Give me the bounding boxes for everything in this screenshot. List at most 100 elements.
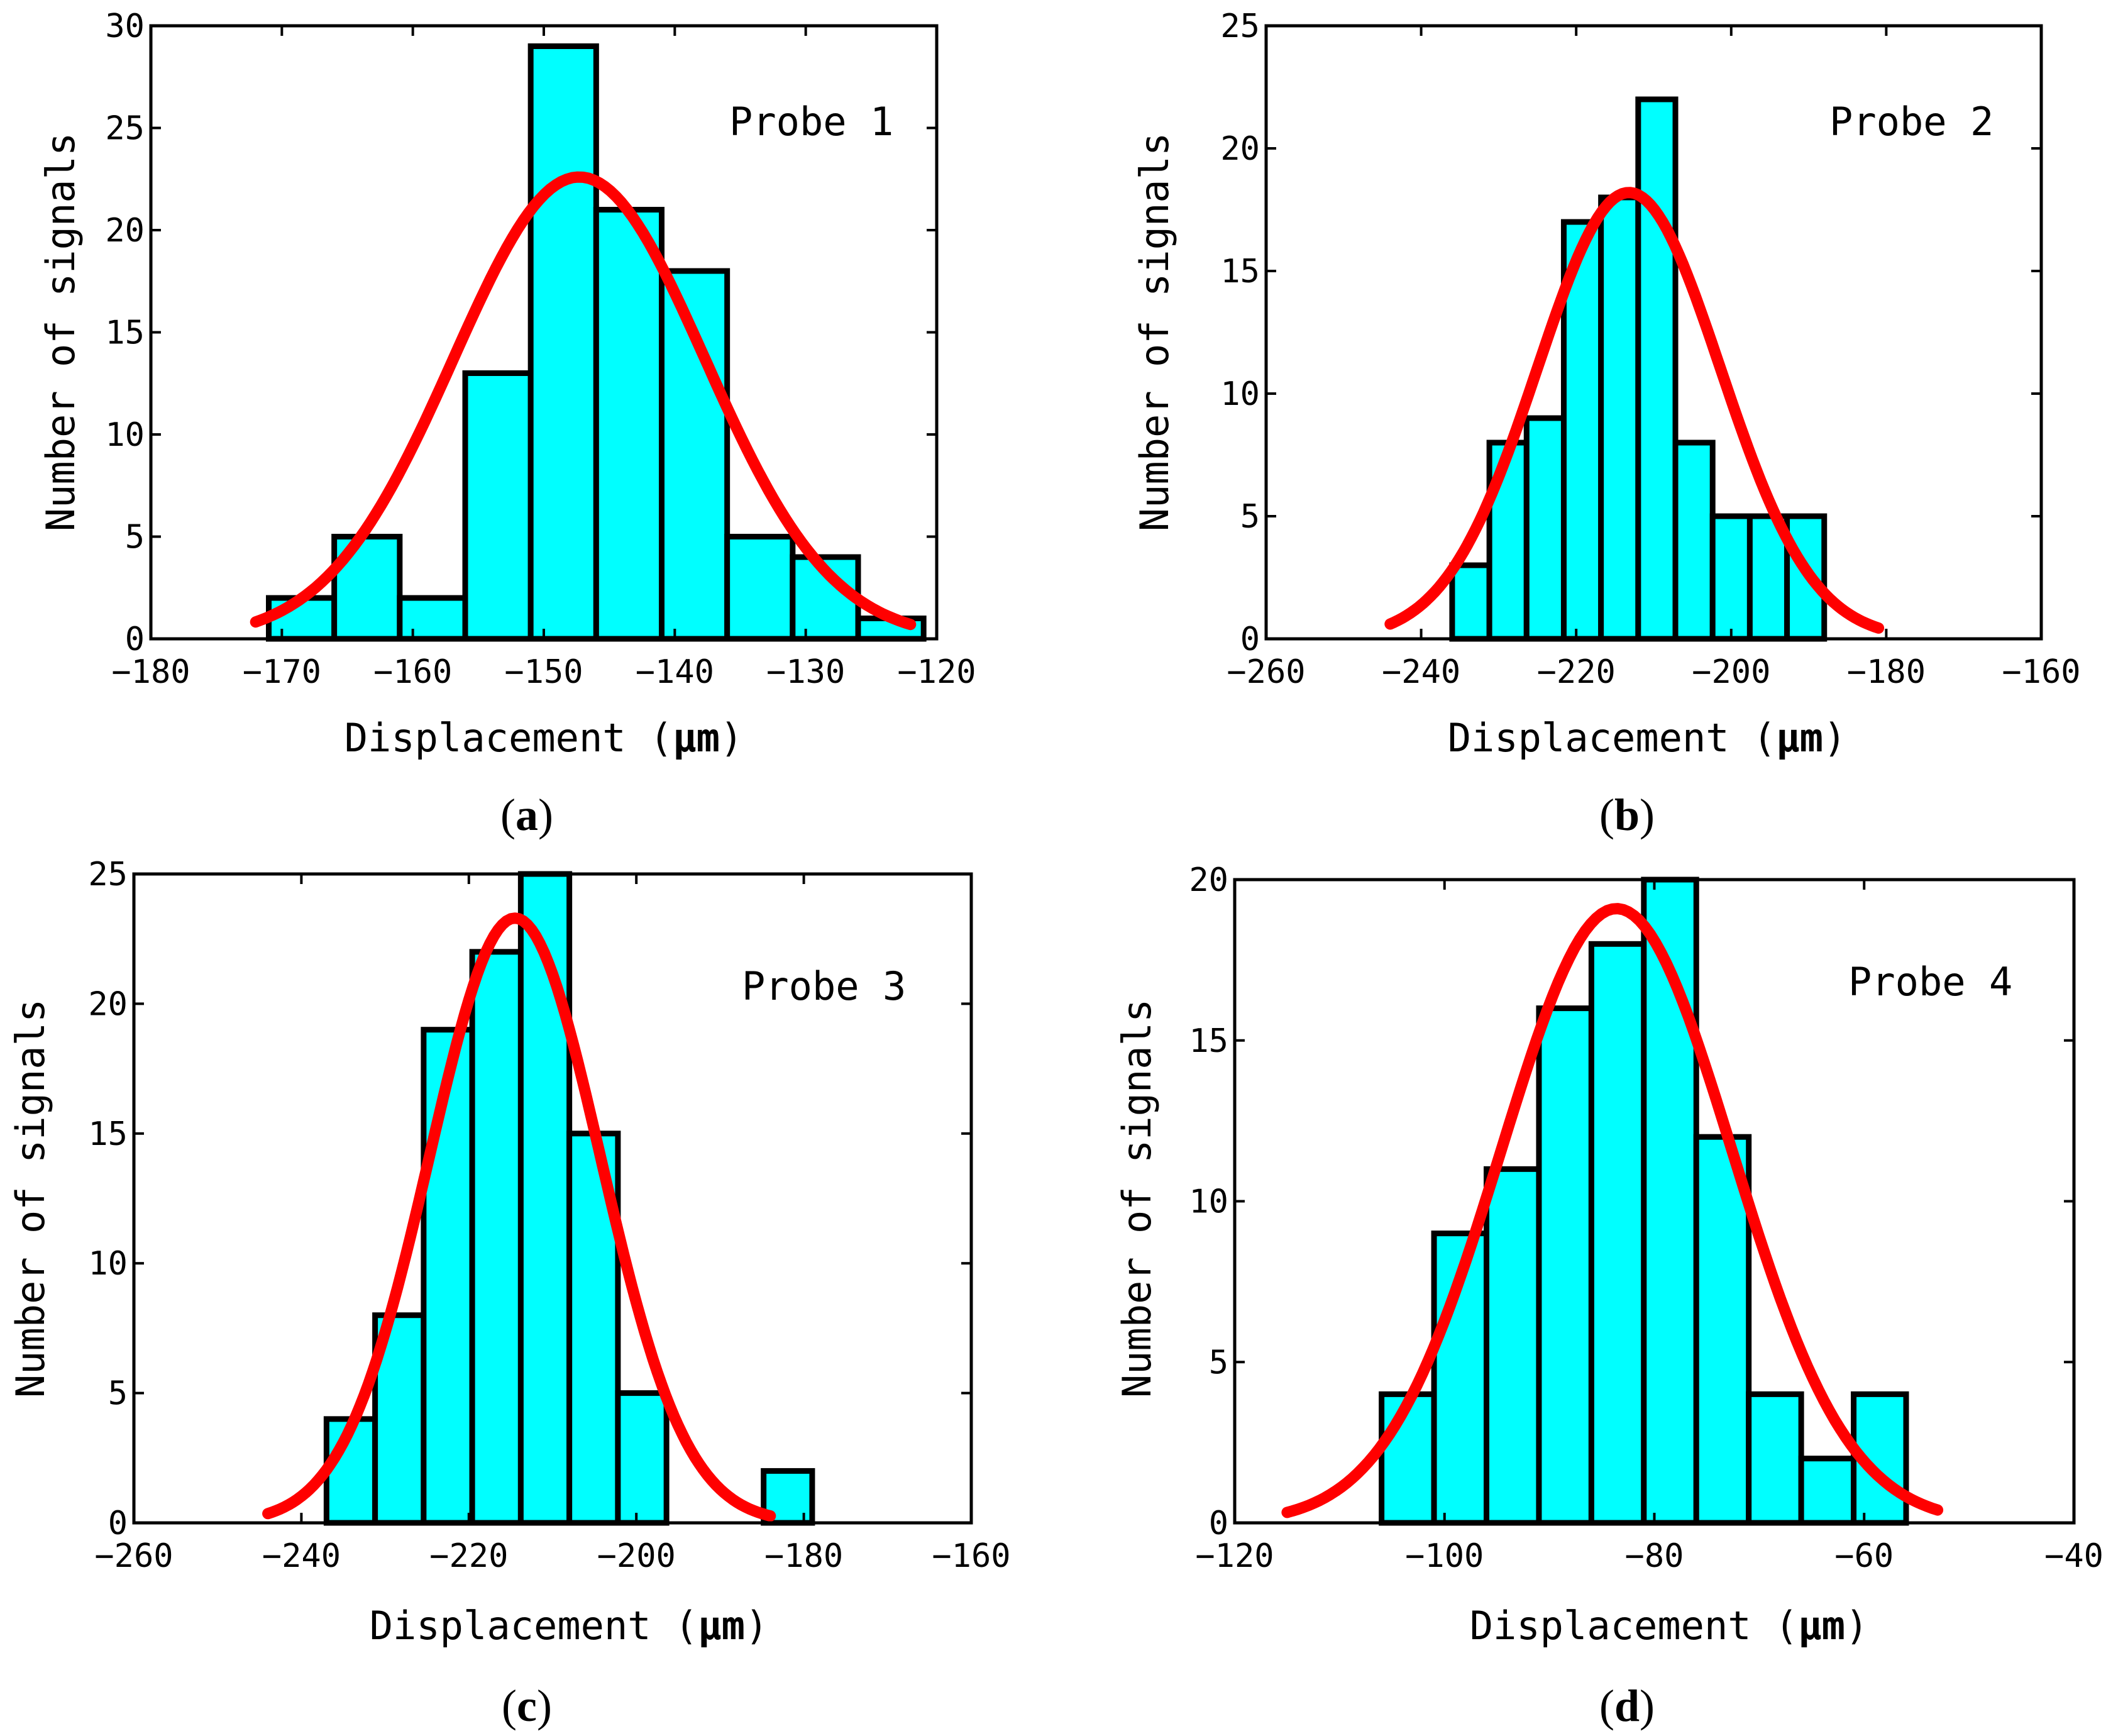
histogram-bar [1523,415,1567,642]
x-tick-label: −160 [373,653,452,691]
x-axis-label-text: Displacement [1448,715,1729,761]
histogram-bar [1588,941,1647,1526]
y-tick-label: 25 [88,856,128,893]
x-tick-label: −180 [111,653,190,691]
x-tick-label: −170 [243,653,321,691]
y-tick-label: 0 [1209,1505,1228,1542]
panel-c: −260 −240 −220 −200 −180 −160 0 5 10 15 20 25 Prob… [8,856,1011,1731]
plot-frame [149,24,939,641]
y-tick-label: 0 [108,1505,128,1542]
panel-label-letter: a [516,790,538,840]
panel-label-letter: c [517,1681,537,1731]
x-tick-label: −120 [897,653,976,691]
x-tick-label: −180 [764,1537,843,1575]
x-axis-label: Displacement (μm) [370,1603,769,1649]
y-tick-label: 15 [88,1115,128,1153]
y-tick-label: 10 [1189,1183,1228,1221]
histogram-bar [1536,1005,1594,1526]
y-tick-label: 15 [1220,253,1260,290]
histogram-bar [1672,440,1716,642]
plot-frame [1264,24,2043,641]
histogram-bar [517,871,573,1526]
y-tick-label: 5 [1209,1344,1228,1381]
y-tick-label: 0 [1240,621,1260,658]
y-axis-ticks: 0 5 10 15 20 25 30 [105,8,937,658]
panel-b: −260 −240 −220 −200 −180 −160 0 5 10 15 20 25 Prob… [1132,8,2081,840]
x-axis-unit: μm [698,1603,745,1649]
panel-label-letter: d [1614,1681,1640,1731]
histogram-bar [1449,562,1492,642]
x-tick-label: −150 [504,653,583,691]
x-tick-label: −80 [1625,1537,1684,1575]
x-axis-label-text: Displacement [370,1603,651,1649]
histogram-bar [1798,1456,1857,1526]
histogram-bar [1635,96,1679,642]
y-tick-label: 30 [105,8,145,45]
y-tick-label: 20 [105,212,145,250]
x-tick-label: −240 [1382,653,1460,691]
panel-label: (c) [502,1681,552,1731]
histogram-bar [615,1390,670,1526]
x-tick-label: −260 [94,1537,173,1575]
plot-frame [1233,878,2076,1525]
y-axis-label: Number of signals [8,999,53,1398]
x-tick-label: −220 [1537,653,1616,691]
y-tick-label: 10 [105,416,145,454]
bars [1379,876,1909,1526]
histogram-bar [1598,194,1641,642]
x-tick-label: −120 [1195,1537,1274,1575]
histogram-bar [527,43,599,642]
y-tick-label: 0 [125,621,145,658]
normal-fit-curve [262,912,776,1522]
x-tick-label: −160 [2002,653,2080,691]
y-axis-ticks: 0 5 10 15 20 [1189,861,2074,1542]
histogram-bar [1746,1391,1804,1526]
histogram-bar [1709,513,1753,642]
panel-label: (b) [1599,790,1655,840]
x-tick-label: −40 [2044,1537,2104,1575]
y-tick-label: 20 [88,985,128,1023]
x-axis-unit: μm [1798,1603,1845,1649]
plot-frame [132,872,973,1525]
histogram-bar [421,1027,475,1526]
normal-fit-curve [1281,903,1944,1518]
panel-a: −180 −170 −160 −150 −140 −130 −120 0 5 10 15 20 25 3… [38,8,976,840]
x-axis-ticks: −120 −100 −80 −60 −40 [1195,880,2104,1575]
y-axis-label: Number of signals [1114,999,1160,1398]
y-tick-label: 25 [1220,8,1260,45]
x-tick-label: −220 [429,1537,508,1575]
y-axis-ticks: 0 5 10 15 20 25 [88,856,971,1542]
y-tick-label: 5 [108,1375,128,1413]
y-axis-label: Number of signals [1132,133,1177,532]
x-axis-label-text: Displacement [1470,1603,1751,1649]
normal-fit-curve [1384,187,1885,634]
histogram-bar [397,595,468,642]
histogram-bar [1484,1166,1542,1526]
panel-label-letter: b [1614,790,1640,840]
y-tick-label: 20 [1189,861,1228,899]
probe-label: Probe 2 [1829,99,1993,145]
x-tick-label: −140 [636,653,714,691]
bars [323,871,815,1526]
x-tick-label: −60 [1834,1537,1894,1575]
probe-label: Probe 1 [729,99,893,145]
normal-fit-curve [250,171,917,631]
x-tick-label: −130 [766,653,845,691]
y-tick-label: 15 [105,314,145,352]
histogram-bar [593,207,664,642]
x-axis-unit: μm [673,715,720,761]
x-axis-unit: μm [1776,715,1823,761]
probe-label: Probe 3 [742,963,906,1009]
x-axis-label-text: Displacement [345,715,626,761]
x-tick-label: −200 [1692,653,1770,691]
x-axis-ticks: −260 −240 −220 −200 −180 −160 [1227,26,2081,691]
y-tick-label: 20 [1220,130,1260,168]
panel-d: −120 −100 −80 −60 −40 0 5 10 15 20 Probe 4 Displ… [1114,861,2104,1731]
probe-label: Probe 4 [1848,959,2012,1005]
histogram-bar [724,534,796,642]
y-tick-label: 10 [88,1245,128,1283]
y-axis-ticks: 0 5 10 15 20 25 [1220,8,2041,658]
y-tick-label: 15 [1189,1022,1228,1060]
x-tick-label: −200 [597,1537,676,1575]
